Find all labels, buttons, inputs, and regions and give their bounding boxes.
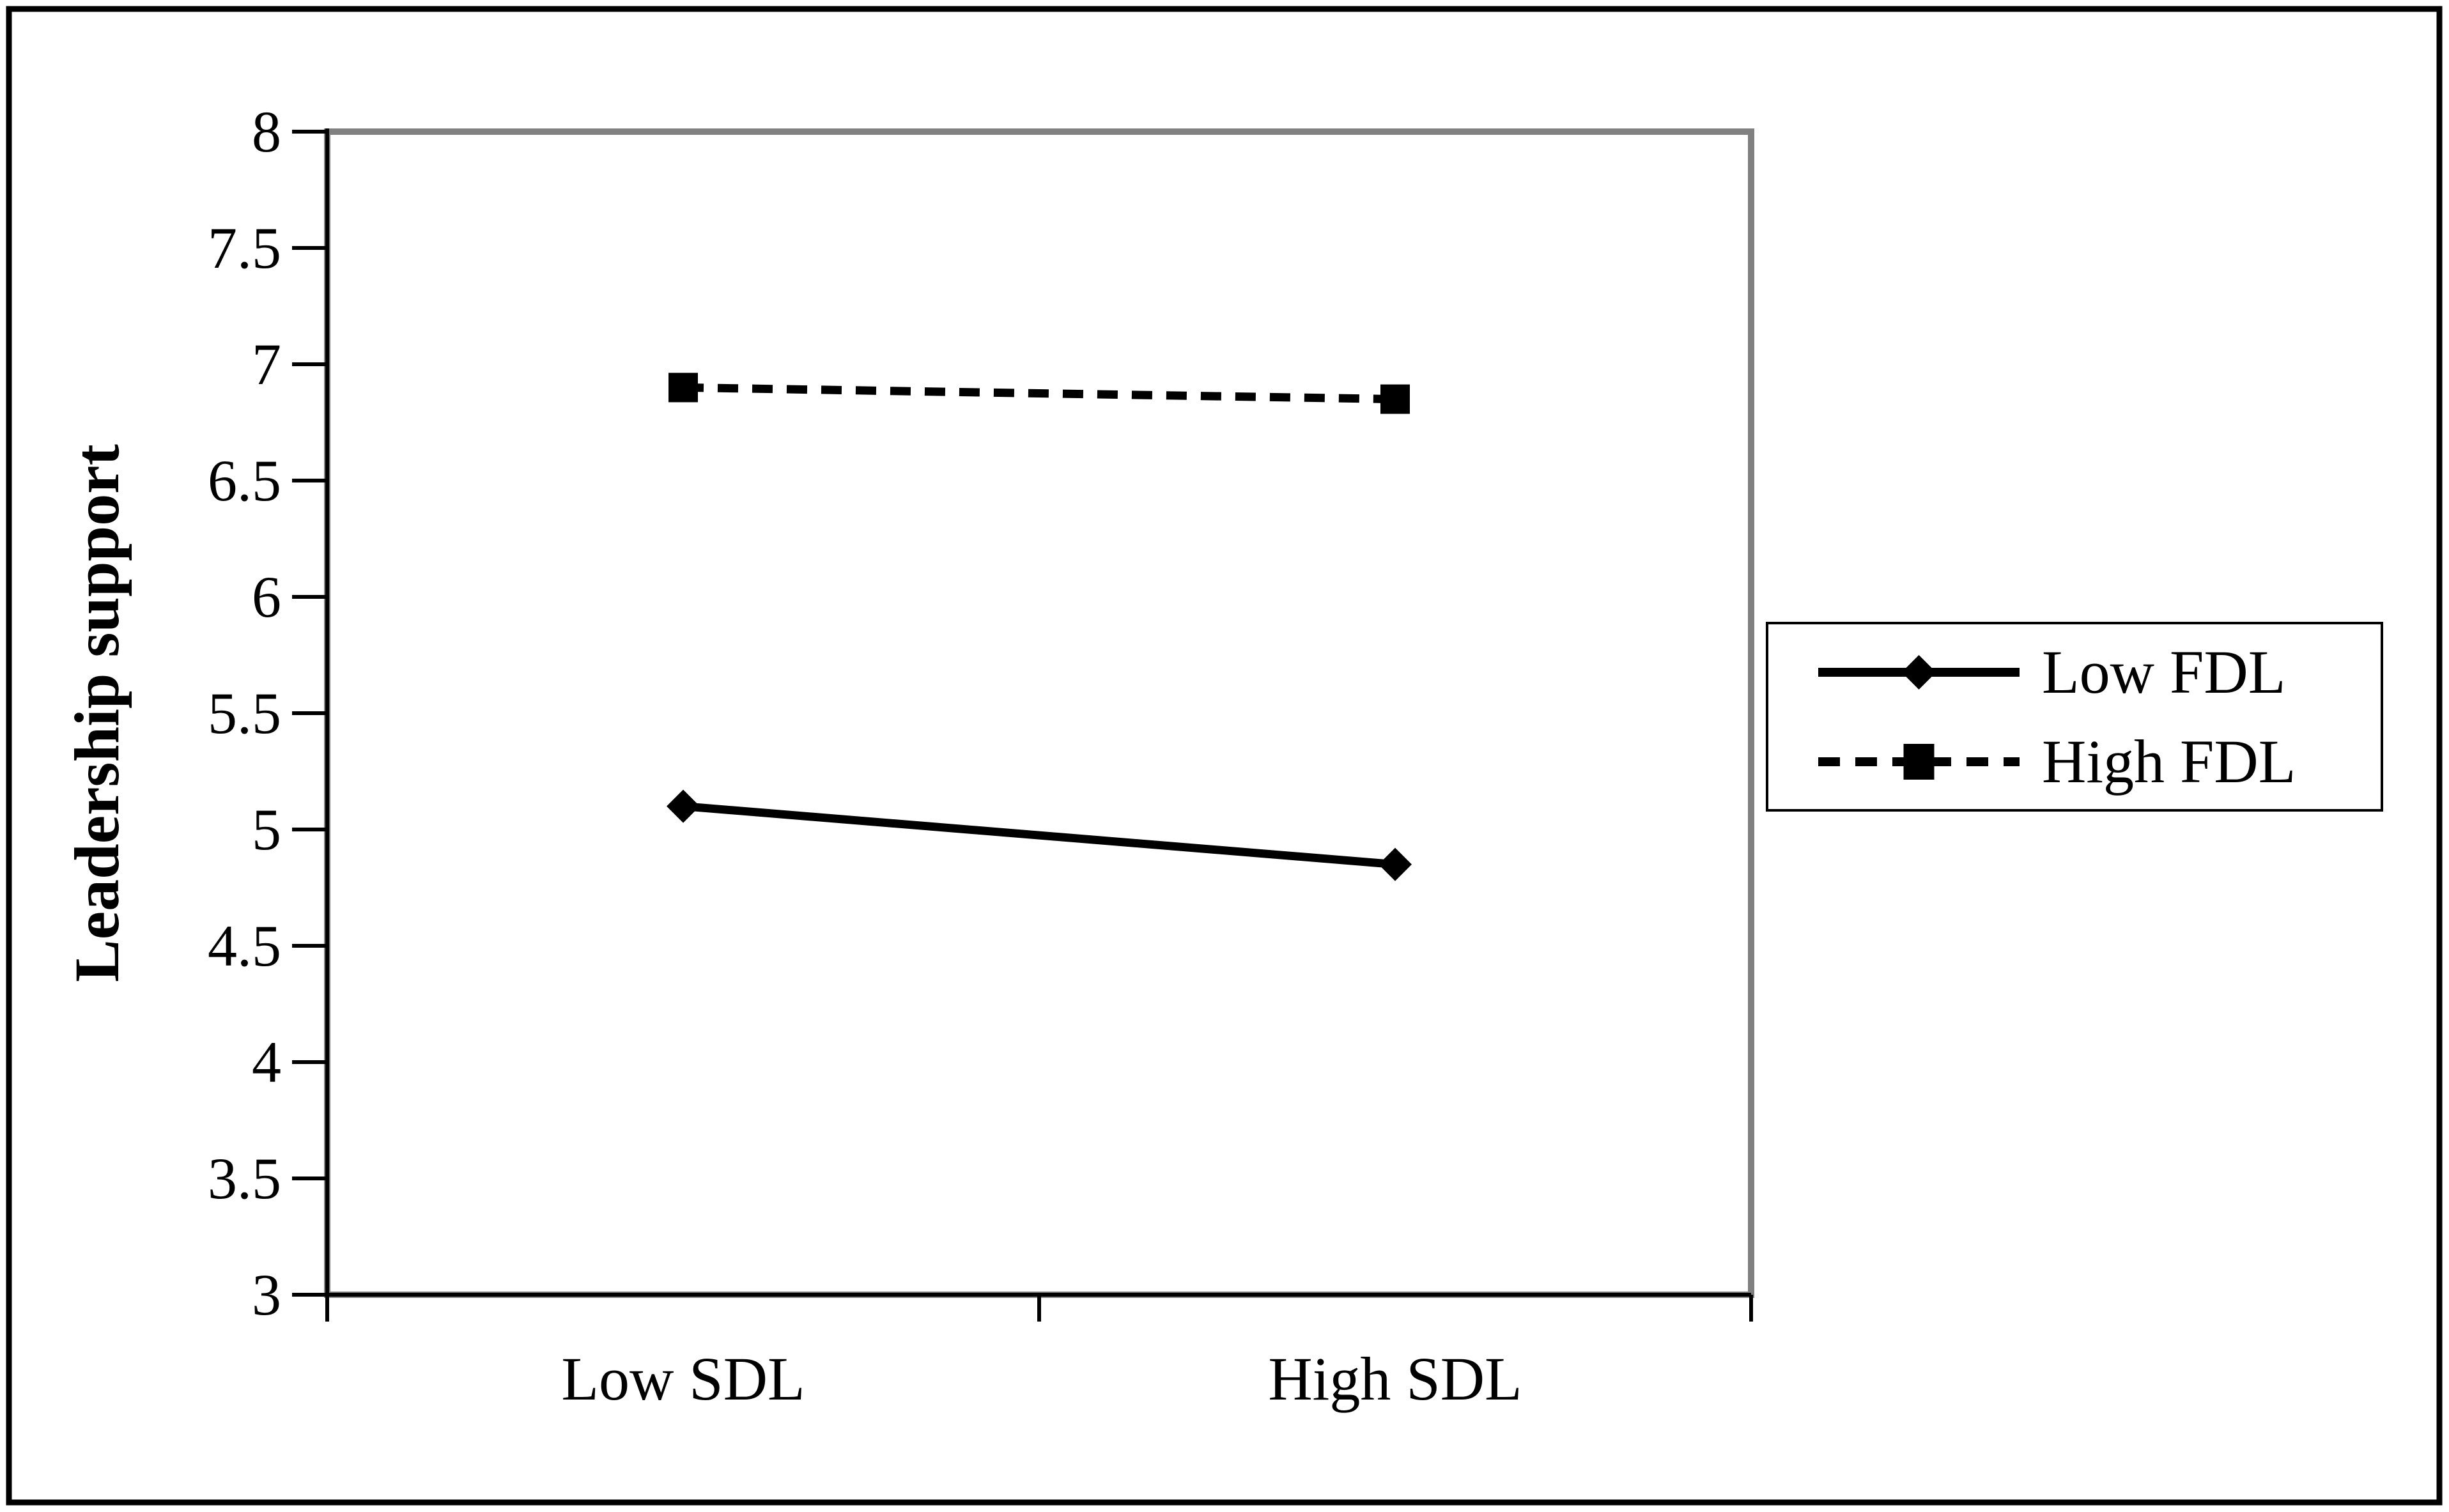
- plot-area-frame: [324, 128, 1754, 1298]
- y-axis-tick-label: 4: [252, 1030, 281, 1095]
- diamond-marker: [1379, 847, 1412, 881]
- y-axis-tick-label: 3.5: [208, 1146, 281, 1211]
- x-category-label-low-sdl: Low SDL: [561, 1345, 805, 1413]
- y-axis-tick-label: 6.5: [208, 448, 281, 513]
- y-axis-tick-label: 4.5: [208, 913, 281, 978]
- y-axis-tick-label: 5: [252, 797, 281, 862]
- legend-box: [1766, 622, 2383, 812]
- y-axis-tick-label: 7: [252, 332, 281, 397]
- square-marker: [1380, 384, 1410, 414]
- legend-label-high-fdl: High FDL: [2042, 727, 2296, 796]
- legend-label-low-fdl: Low FDL: [2042, 638, 2286, 706]
- y-axis-tick-label: 6: [252, 564, 281, 629]
- series-line-low-fdl: [683, 802, 1396, 869]
- legend-square-icon: [1903, 744, 1935, 780]
- y-axis-tick-label: 8: [252, 99, 281, 164]
- diamond-marker: [667, 789, 700, 823]
- legend-diamond-icon: [1901, 655, 1936, 690]
- square-marker: [668, 373, 698, 403]
- x-category-label-high-sdl: High SDL: [1268, 1345, 1522, 1413]
- y-axis-tick-label: 7.5: [208, 215, 281, 281]
- series-line-high-fdl: [683, 383, 1396, 404]
- y-axis-tick-label: 3: [252, 1262, 281, 1327]
- y-axis-tick-label: 5.5: [208, 681, 281, 746]
- figure-border: [6, 6, 2443, 1506]
